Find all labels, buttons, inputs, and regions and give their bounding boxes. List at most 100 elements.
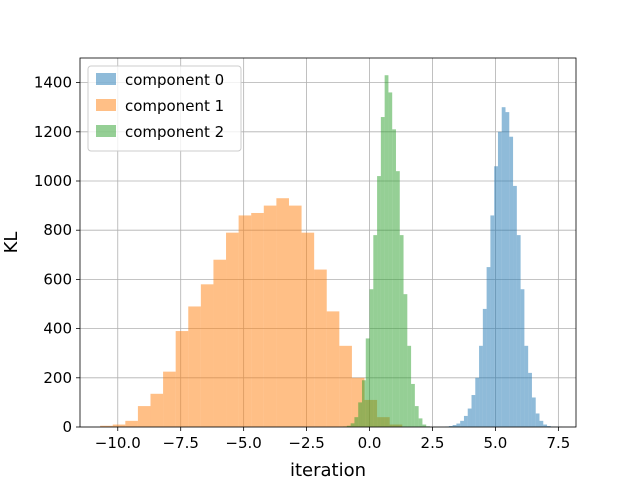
histogram-bar xyxy=(513,185,517,427)
histogram-bar xyxy=(358,402,362,427)
histogram-bar xyxy=(150,393,164,427)
histogram-bar xyxy=(369,289,374,427)
legend-swatch-component-2 xyxy=(96,125,116,137)
y-axis-label: KL xyxy=(1,232,22,254)
histogram-bar xyxy=(452,425,457,427)
histogram-bar xyxy=(407,345,412,427)
x-tick-label: 5.0 xyxy=(484,434,508,452)
histogram-bar xyxy=(188,306,201,427)
histogram-bar xyxy=(482,308,487,427)
histogram-bar xyxy=(543,424,548,427)
histogram-bar xyxy=(388,92,393,427)
histogram-bar xyxy=(125,420,138,427)
histogram-bar xyxy=(288,205,302,427)
histogram-bar xyxy=(200,284,214,427)
x-axis-label: iteration xyxy=(290,460,366,480)
histogram-bar xyxy=(100,425,113,427)
x-tick-label: −5.0 xyxy=(225,434,261,452)
histogram-bar xyxy=(501,107,506,427)
tick-layer: −10.0 −7.5 −5.0 −2.5 0.0 2.5 5.0 7.5 0 200 400 600 8… xyxy=(34,74,570,452)
histogram-bar xyxy=(456,423,461,427)
x-tick-label: −7.5 xyxy=(162,434,198,452)
histogram-bar xyxy=(395,171,400,427)
x-tick-label: 0.0 xyxy=(358,434,382,452)
histogram-bar xyxy=(539,420,544,427)
series-component-2 xyxy=(343,75,430,427)
histogram-bar xyxy=(314,269,327,427)
histogram-bar xyxy=(403,294,408,427)
histogram-bar xyxy=(384,75,389,427)
histogram-bar xyxy=(213,259,227,427)
bars-layer xyxy=(100,75,563,428)
y-tick-label: 1200 xyxy=(34,123,72,141)
histogram-bar xyxy=(263,205,277,427)
histogram-bar xyxy=(448,426,453,427)
y-tick-label: 200 xyxy=(43,369,72,387)
histogram-bar xyxy=(467,408,472,427)
histogram-bar xyxy=(137,406,151,427)
histogram-bar xyxy=(490,215,495,427)
histogram-bar xyxy=(365,338,370,427)
histogram-bar xyxy=(380,117,385,427)
histogram-bar xyxy=(238,215,252,427)
histogram-bar xyxy=(251,212,264,427)
histogram-bar xyxy=(531,397,536,427)
histogram-bar xyxy=(346,425,351,427)
plot-frame xyxy=(79,57,577,428)
histogram-bar xyxy=(486,267,491,427)
histogram-bar xyxy=(377,176,381,427)
legend-label-component-1: component 1 xyxy=(125,97,224,115)
histogram-bar xyxy=(276,198,289,427)
series-component-0 xyxy=(445,107,563,428)
histogram-bar xyxy=(392,129,396,427)
histogram-bar xyxy=(479,345,483,427)
histogram-bar xyxy=(414,406,419,427)
histogram-bar xyxy=(361,380,366,427)
histogram-bar xyxy=(399,235,404,427)
histogram-bar xyxy=(535,413,540,427)
histogram-bar xyxy=(471,395,476,427)
histogram-bar xyxy=(175,331,189,427)
x-tick-label: −10.0 xyxy=(95,434,141,452)
histogram-bar xyxy=(516,235,521,427)
legend-label-component-2: component 2 xyxy=(125,123,224,141)
y-tick-label: 400 xyxy=(43,320,72,338)
histogram-bar xyxy=(505,112,510,428)
x-tick-label: 2.5 xyxy=(421,434,445,452)
histogram-bar xyxy=(528,372,532,427)
legend-swatch-component-0 xyxy=(96,73,116,85)
histogram-bar xyxy=(497,131,502,428)
histogram-bar xyxy=(226,232,239,427)
histogram-bar xyxy=(509,136,514,427)
histogram-bar xyxy=(350,423,355,427)
histogram-bar xyxy=(460,420,464,427)
histogram-bar xyxy=(112,424,126,427)
histogram-bar xyxy=(339,345,352,427)
histogram-bar xyxy=(301,232,315,427)
y-tick-label: 1000 xyxy=(34,172,72,190)
histogram-bar xyxy=(163,371,176,427)
histogram-bar xyxy=(326,311,340,427)
histogram-bar xyxy=(524,345,529,427)
histogram-bar xyxy=(411,383,415,427)
legend-label-component-0: component 0 xyxy=(125,71,224,89)
legend-swatch-component-1 xyxy=(96,99,116,111)
x-tick-label: 7.5 xyxy=(546,434,570,452)
histogram-bar xyxy=(494,166,498,428)
x-tick-label: −2.5 xyxy=(288,434,324,452)
histogram-bar xyxy=(373,235,378,427)
y-tick-label: 1400 xyxy=(34,74,72,92)
histogram-bar xyxy=(475,377,480,427)
y-tick-label: 600 xyxy=(43,270,72,288)
histogram-bar xyxy=(547,426,551,427)
histogram-bar xyxy=(520,289,525,427)
histogram-bar xyxy=(422,424,427,427)
legend: component 0 component 1 component 2 xyxy=(87,65,242,152)
histogram-bar xyxy=(418,418,423,427)
y-tick-label: 0 xyxy=(62,418,72,436)
legend-frame xyxy=(87,65,242,152)
histogram-bar xyxy=(463,415,468,427)
histogram-bar xyxy=(354,417,359,427)
y-tick-label: 800 xyxy=(43,221,72,239)
